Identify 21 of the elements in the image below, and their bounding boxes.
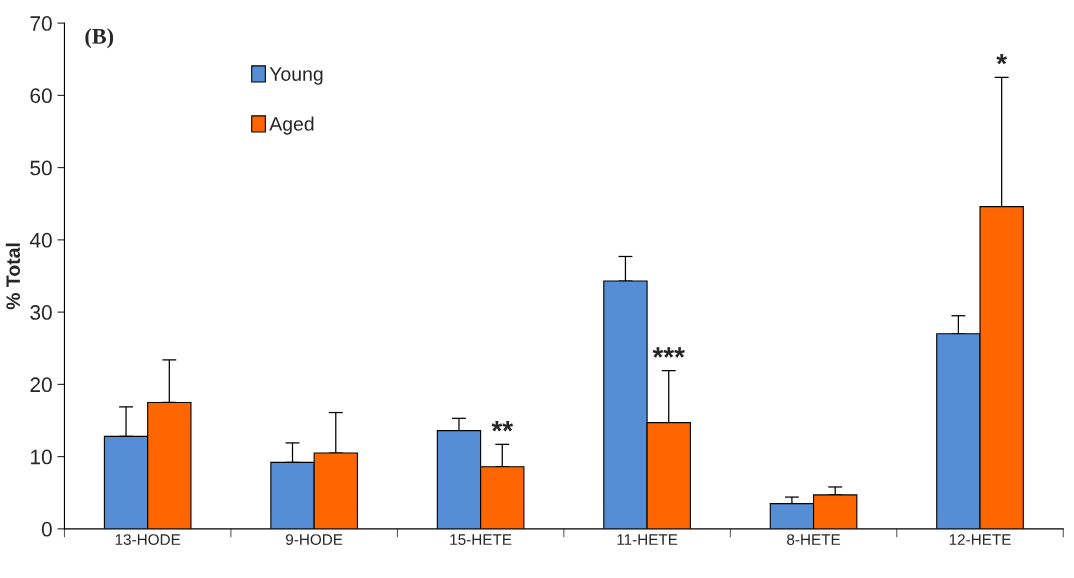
x-tick-label: 12-HETE — [949, 534, 1011, 545]
x-tick-label: 13-HODE — [115, 534, 181, 545]
y-tick-label: 70 — [30, 16, 52, 31]
y-tick-label: 0 — [41, 521, 52, 537]
annotation: *** — [652, 347, 685, 358]
y-tick-label: 50 — [30, 160, 52, 176]
y-tick-label: 10 — [31, 449, 52, 465]
x-tick-label: 8-HETE — [787, 534, 841, 545]
y-axis-title: % Total — [5, 243, 21, 310]
legend-label: Young — [269, 67, 323, 85]
x-tick-label: 15-HETE — [450, 534, 512, 545]
legend-label: Aged — [269, 116, 314, 135]
y-tick-label: 30 — [30, 305, 52, 320]
x-tick-label: 11-HETE — [617, 534, 678, 545]
x-tick-label: 9-HODE — [286, 534, 343, 545]
annotation: * — [996, 54, 1008, 65]
y-tick-label: 20 — [30, 377, 52, 393]
annotation: (B) — [85, 28, 114, 49]
y-tick-label: 40 — [29, 232, 52, 248]
annotation: ** — [491, 421, 514, 432]
y-tick-label: 60 — [30, 88, 52, 104]
